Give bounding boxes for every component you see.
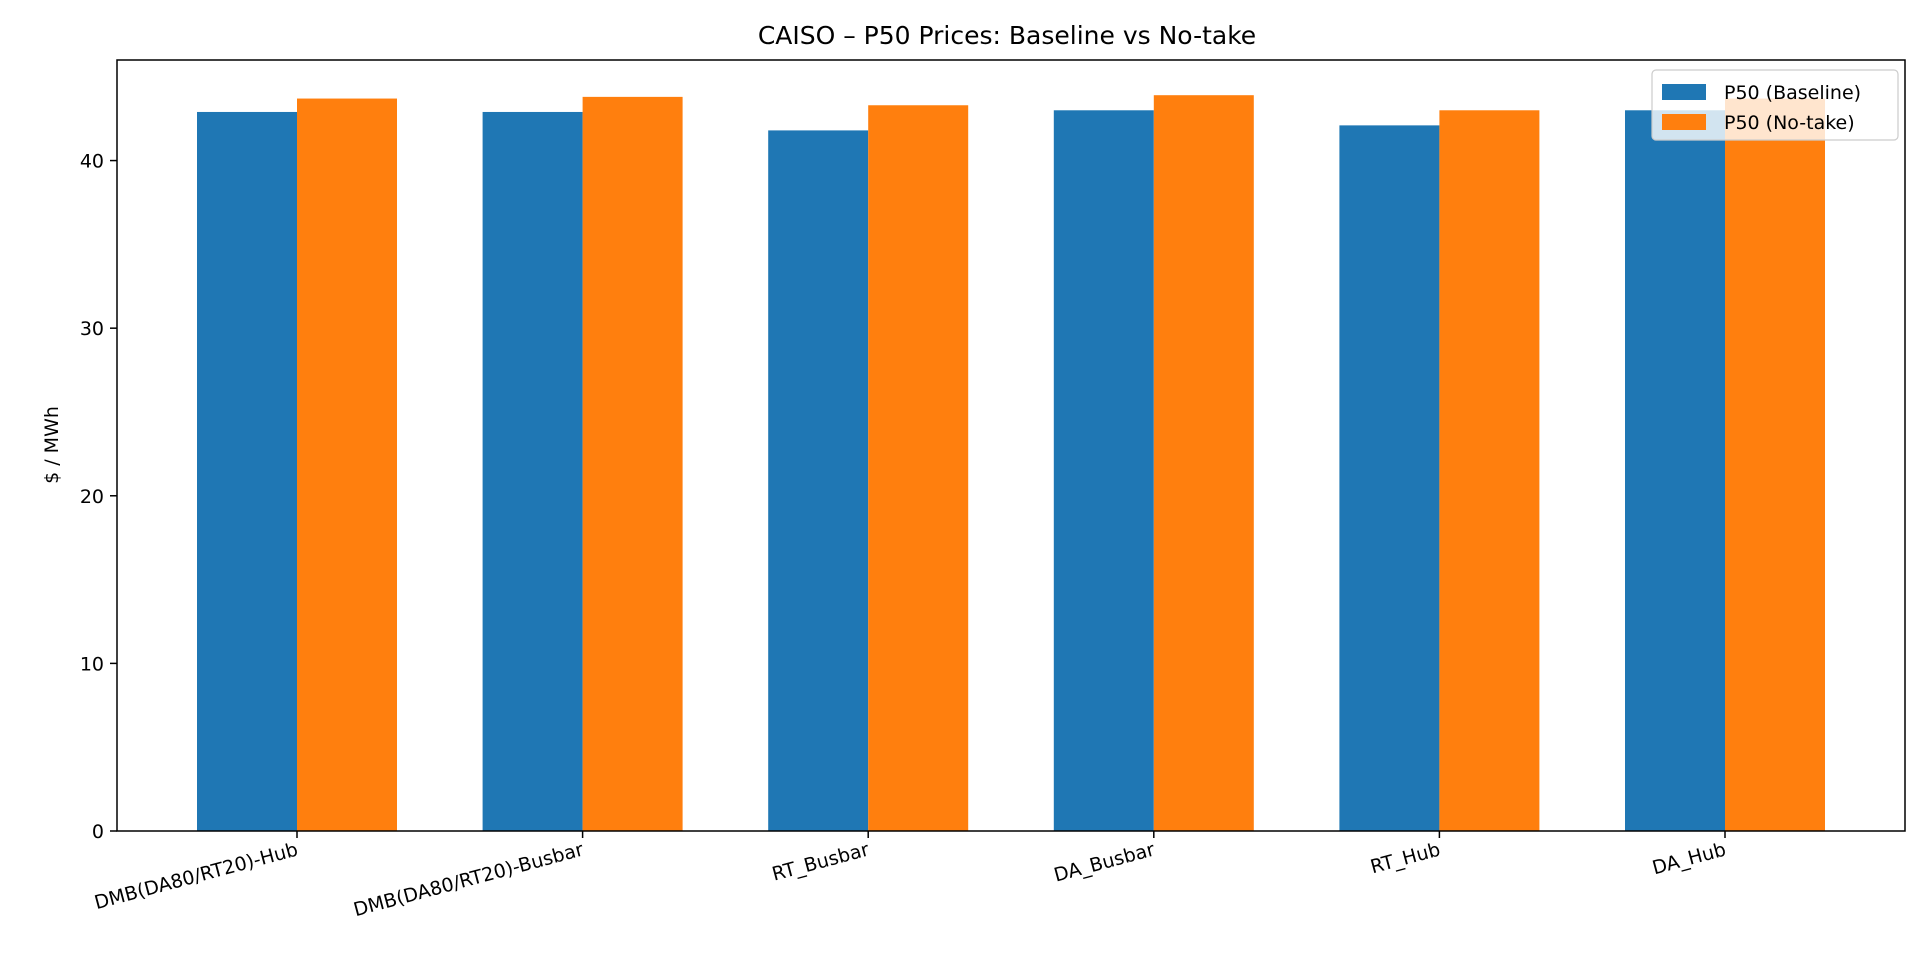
y-tick-label-1: 10 bbox=[80, 653, 104, 675]
x-tick-label-1: DMB(DA80/RT20)-Busbar bbox=[351, 839, 586, 922]
x-ticks-group: DMB(DA80/RT20)-Hub DMB(DA80/RT20)-Busbar R… bbox=[92, 831, 1728, 921]
bar-series-0-cat-0 bbox=[197, 111, 297, 832]
plot-frame bbox=[116, 59, 1906, 832]
bar-series-1-cat-2 bbox=[868, 105, 969, 832]
bar-series-1-cat-5 bbox=[1725, 98, 1825, 832]
y-tick-label-0: 0 bbox=[92, 821, 104, 843]
bar-series-0-cat-4 bbox=[1339, 125, 1440, 832]
x-tick-label-0: DMB(DA80/RT20)-Hub bbox=[92, 839, 300, 915]
legend-label-0: P50 (Baseline) bbox=[1724, 82, 1861, 104]
legend-swatch-1 bbox=[1662, 114, 1706, 130]
y-tick-label-2: 20 bbox=[80, 486, 104, 508]
bar-series-0-cat-5 bbox=[1625, 110, 1725, 832]
bar-series-1-cat-1 bbox=[582, 96, 683, 832]
y-tick-label-4: 40 bbox=[80, 151, 104, 173]
x-tick-label-5: DA_Hub bbox=[1650, 839, 1728, 880]
legend: P50 (Baseline) P50 (No-take) bbox=[1651, 69, 1899, 141]
y-ticks-group: 0 10 20 30 40 bbox=[80, 151, 117, 843]
bar-series-0-cat-1 bbox=[482, 111, 583, 832]
bar-series-0-cat-3 bbox=[1053, 110, 1154, 832]
x-tick-label-3: DA_Busbar bbox=[1052, 839, 1158, 887]
bar-series-1-cat-4 bbox=[1439, 110, 1540, 832]
bar-series-1-cat-3 bbox=[1153, 95, 1254, 832]
y-axis-label: $ / MWh bbox=[41, 406, 63, 484]
chart-title: CAISO – P50 Prices: Baseline vs No-take bbox=[758, 21, 1256, 50]
bars-group bbox=[197, 95, 1825, 832]
legend-swatch-0 bbox=[1662, 84, 1706, 100]
legend-label-1: P50 (No-take) bbox=[1724, 112, 1855, 134]
x-tick-label-2: RT_Busbar bbox=[770, 839, 872, 886]
legend-box bbox=[1651, 69, 1899, 141]
x-tick-label-4: RT_Hub bbox=[1368, 839, 1443, 879]
bar-series-1-cat-0 bbox=[297, 98, 397, 832]
bar-series-0-cat-2 bbox=[768, 130, 869, 832]
y-tick-label-3: 30 bbox=[80, 318, 104, 340]
